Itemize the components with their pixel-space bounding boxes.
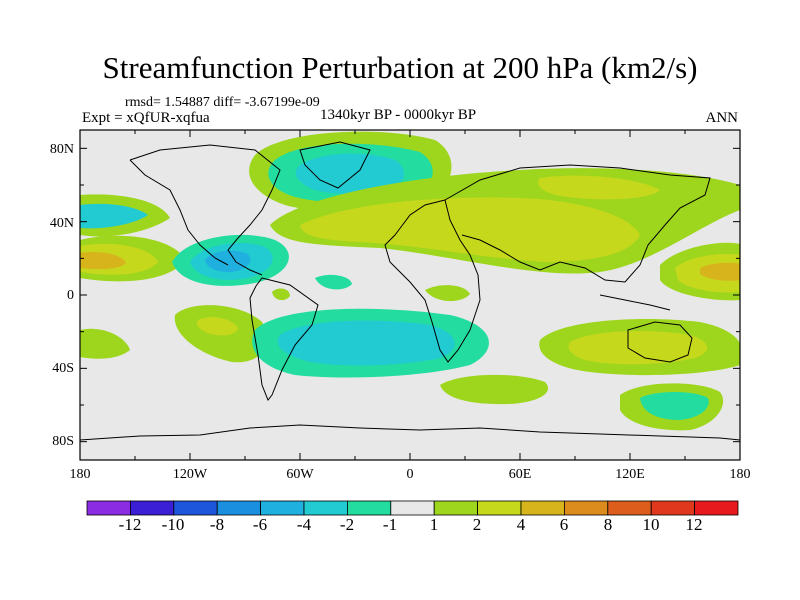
chart-title: Streamfunction Perturbation at 200 hPa (… bbox=[102, 50, 698, 85]
colorbar-label: -12 bbox=[118, 515, 142, 534]
colorbar-label: -10 bbox=[161, 515, 185, 534]
contour-region bbox=[80, 328, 130, 359]
x-tick-label: 120W bbox=[172, 467, 208, 482]
x-tick-label: 180 bbox=[69, 467, 91, 482]
contour-region bbox=[295, 153, 404, 194]
contour-region bbox=[300, 197, 640, 262]
x-tick-label: 120E bbox=[615, 467, 645, 482]
colorbar-label: 1 bbox=[429, 515, 439, 534]
colorbar-label: -6 bbox=[252, 515, 268, 534]
colorbar-label: 2 bbox=[472, 515, 482, 534]
contour-region bbox=[80, 252, 126, 270]
contour-region bbox=[700, 262, 740, 281]
coastline-south-america bbox=[249, 277, 319, 401]
coastline-indonesia bbox=[599, 294, 671, 311]
axis-ticks bbox=[79, 130, 741, 460]
x-tick-label: 0 bbox=[406, 467, 414, 482]
contour-region bbox=[425, 285, 470, 302]
colorbar-swatch bbox=[86, 500, 131, 516]
y-tick-label: 80N bbox=[49, 142, 74, 157]
period-label: 1340kyr BP - 0000kyr BP bbox=[320, 107, 477, 123]
contour-region bbox=[205, 250, 251, 273]
coastline-australia bbox=[627, 321, 693, 363]
colorbar-swatch bbox=[564, 500, 609, 516]
coastline-antarctica bbox=[79, 424, 741, 441]
coastline-north-america bbox=[129, 144, 281, 276]
colorbar-swatch bbox=[129, 500, 175, 516]
x-tick-label: 60E bbox=[508, 467, 532, 482]
colorbar-swatch bbox=[216, 500, 261, 516]
colorbar-label: 6 bbox=[559, 515, 569, 534]
colorbar-swatch bbox=[173, 500, 218, 516]
stats-label: rmsd= 1.54887 diff= -3.67199e-09 bbox=[125, 95, 320, 110]
colorbar-label: -1 bbox=[382, 515, 398, 534]
colorbar-swatch bbox=[650, 500, 696, 516]
contour-region bbox=[538, 175, 660, 200]
experiment-label: Expt = xQfUR-xqfua bbox=[82, 110, 210, 126]
coastlines bbox=[79, 141, 741, 441]
contour-fills bbox=[80, 131, 740, 431]
y-tick-label: 40S bbox=[52, 361, 74, 376]
coastline-greenland bbox=[299, 141, 371, 189]
colorbar-label: 10 bbox=[642, 515, 660, 534]
x-tick-label: 180 bbox=[729, 467, 751, 482]
y-tick-label: 80S bbox=[52, 434, 74, 449]
contour-region bbox=[196, 317, 238, 336]
colorbar-label: -8 bbox=[209, 515, 225, 534]
colorbar-swatch bbox=[433, 500, 479, 516]
colorbar-swatch bbox=[520, 500, 565, 516]
colorbar-swatch bbox=[607, 500, 652, 516]
colorbar-label: 4 bbox=[516, 515, 526, 534]
colorbar-swatch bbox=[346, 500, 392, 516]
colorbar-swatch bbox=[694, 500, 739, 516]
contour-region bbox=[272, 288, 290, 301]
colorbar-swatch bbox=[477, 500, 522, 516]
contour-region bbox=[277, 320, 455, 366]
colorbar-swatch bbox=[260, 500, 305, 516]
contour-region bbox=[80, 203, 148, 229]
colorbar bbox=[86, 500, 739, 516]
colorbar-swatch bbox=[390, 500, 435, 516]
colorbar-label: -4 bbox=[296, 515, 312, 534]
season-label: ANN bbox=[705, 110, 739, 126]
contour-region bbox=[568, 330, 708, 365]
contour-region bbox=[440, 374, 549, 405]
coastline-north-america-west bbox=[129, 159, 229, 266]
y-tick-label: 0 bbox=[67, 288, 74, 303]
colorbar-label: -2 bbox=[339, 515, 355, 534]
y-tick-label: 40N bbox=[49, 216, 74, 231]
contour-region bbox=[640, 392, 709, 420]
colorbar-swatch bbox=[303, 500, 348, 516]
coastline-asia bbox=[444, 164, 711, 283]
colorbar-label: 8 bbox=[603, 515, 613, 534]
contour-region bbox=[315, 274, 352, 290]
x-tick-label: 60W bbox=[286, 467, 314, 482]
colorbar-label: 12 bbox=[685, 515, 703, 534]
